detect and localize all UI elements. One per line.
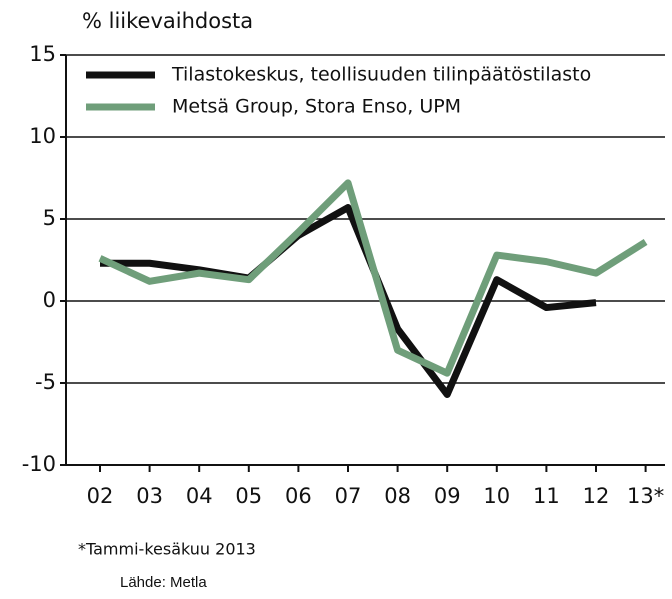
series-line <box>100 204 597 398</box>
y-axis-label: % liikevaihdosta <box>82 9 253 33</box>
y-tick-label: 10 <box>29 124 56 148</box>
y-tick-label: 15 <box>29 42 56 66</box>
y-tick-label: -5 <box>35 370 56 394</box>
x-tick-label: 07 <box>335 484 362 508</box>
x-tick-label: 02 <box>87 484 114 508</box>
x-tick-label: 05 <box>235 484 262 508</box>
x-tick-label: 08 <box>384 484 411 508</box>
y-tick-label: 5 <box>43 206 56 230</box>
x-tick-label: 03 <box>136 484 163 508</box>
x-tick-label: 06 <box>285 484 312 508</box>
series-line <box>98 179 648 377</box>
x-tick-label: 10 <box>483 484 510 508</box>
y-tick-label: 0 <box>43 288 56 312</box>
footnote: *Tammi-kesäkuu 2013 <box>78 540 256 559</box>
x-tick-label: 09 <box>434 484 461 508</box>
y-tick-label: -10 <box>22 452 56 476</box>
x-tick-label: 04 <box>186 484 213 508</box>
source: Lähde: Metla <box>120 574 207 591</box>
legend-label: Metsä Group, Stora Enso, UPM <box>172 96 461 118</box>
x-tick-label: 13* <box>627 484 664 508</box>
x-tick-label: 12 <box>583 484 610 508</box>
x-tick-label: 11 <box>533 484 560 508</box>
legend-label: Tilastokeskus, teollisuuden tilinpäätöst… <box>171 64 591 86</box>
